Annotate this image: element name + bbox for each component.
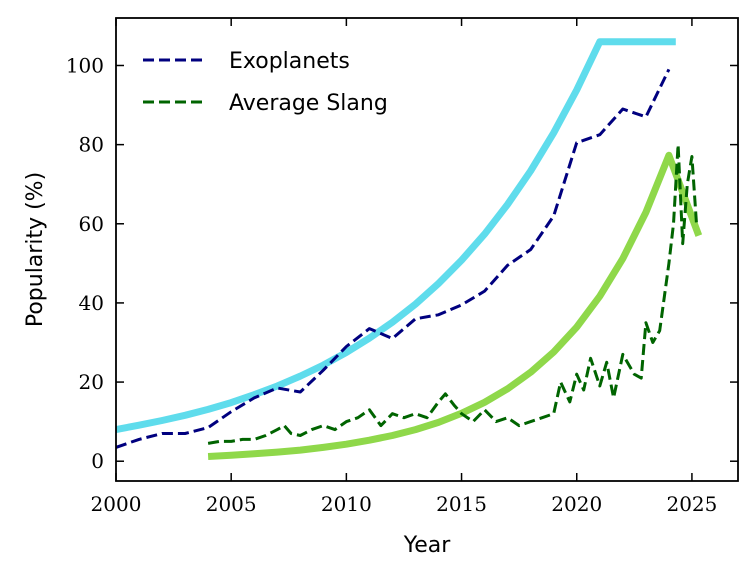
x-tick-label: 2005 <box>206 492 257 516</box>
x-tick-label: 2015 <box>436 492 487 516</box>
legend-label: Average Slang <box>229 91 388 116</box>
y-axis-label: Popularity (%) <box>23 172 48 327</box>
y-tick-label: 40 <box>79 291 104 315</box>
ticks-layer: 2000 2005 2010 2015 2020 2025 0 20 40 60 80 100 <box>66 18 738 516</box>
series-line-average-slang <box>207 143 698 445</box>
plot-frame <box>115 17 739 482</box>
legend: Exoplanets Average Slang <box>143 49 388 116</box>
y-tick-label: 100 <box>66 53 104 77</box>
x-tick-label: 2020 <box>551 492 602 516</box>
series-line-average-slang-trend <box>207 151 703 460</box>
x-axis-label: Year <box>403 533 452 558</box>
series-line-exoplanets-trend <box>116 38 676 434</box>
legend-label: Exoplanets <box>229 49 350 74</box>
series-layer <box>116 38 703 460</box>
y-tick-label: 80 <box>79 133 104 157</box>
y-tick-label: 0 <box>91 449 104 473</box>
x-tick-label: 2010 <box>321 492 372 516</box>
y-tick-label: 60 <box>79 212 104 236</box>
x-tick-label: 2000 <box>91 492 142 516</box>
y-tick-label: 20 <box>79 370 104 394</box>
series-line-exoplanets <box>116 68 671 449</box>
x-tick-label: 2025 <box>666 492 717 516</box>
